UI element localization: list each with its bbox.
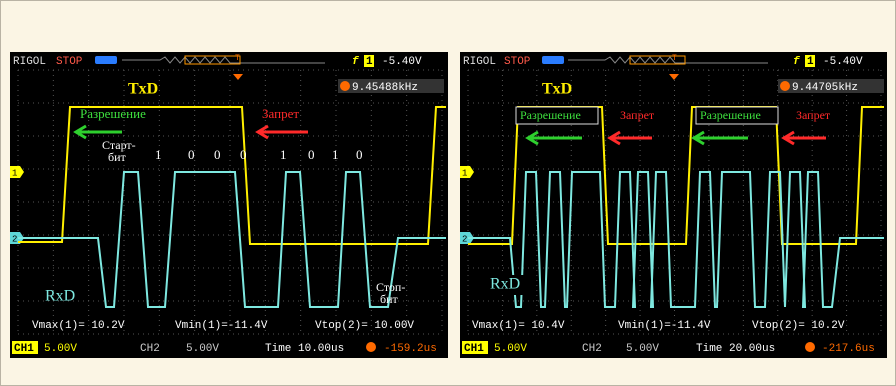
time-offset: -159.2us xyxy=(384,343,437,355)
run-state: STOP xyxy=(504,56,531,68)
enable-label: Разрешение xyxy=(700,108,761,122)
ch2-scale: 5.00V xyxy=(626,343,659,355)
trigger-level: -5.40V xyxy=(382,56,422,68)
measurement: Vmax(1)= 10.4V xyxy=(472,320,565,332)
rxd-label: RxD xyxy=(490,276,520,293)
ch1-scale: 5.00V xyxy=(44,343,77,355)
bit-label: 0 xyxy=(188,147,195,162)
scene: RIGOL STOP T f 1 -5.40V 9.45488kHz 1 2 T… xyxy=(0,0,896,386)
time-offset: -217.6us xyxy=(822,343,875,355)
screen-bg xyxy=(10,52,448,358)
rxd-label: RxD xyxy=(45,288,75,305)
offset-icon xyxy=(805,342,815,352)
ch1-marker-label: 1 xyxy=(12,168,17,178)
brand: RIGOL xyxy=(463,56,496,68)
frequency: 9.45488kHz xyxy=(352,82,418,94)
disable-label: Запрет xyxy=(796,108,831,122)
ch2-label: CH2 xyxy=(582,343,602,355)
ch2-scale: 5.00V xyxy=(186,343,219,355)
bit-label: 0 xyxy=(214,147,221,162)
page: RIGOL STOP T f 1 -5.40V 9.45488kHz 1 2 T… xyxy=(0,0,896,386)
trigger-level: -5.40V xyxy=(823,56,863,68)
disable-label: Запрет xyxy=(262,106,299,121)
frequency-icon xyxy=(780,81,790,91)
measurement: Vtop(2)= 10.2V xyxy=(752,320,845,332)
disable-label: Запрет xyxy=(620,108,655,122)
measurement: Vtop(2)= 10.00V xyxy=(315,320,414,332)
run-indicator xyxy=(542,56,564,64)
bit-label: 1 xyxy=(332,147,339,162)
offset-icon xyxy=(366,342,376,352)
run-state: STOP xyxy=(56,56,83,68)
trigger-marker: T xyxy=(672,54,677,63)
ch2-marker-label: 2 xyxy=(462,234,467,244)
ch2-label: CH2 xyxy=(140,343,160,355)
enable-label: Разрешение xyxy=(80,106,146,121)
ch1-scale: 5.00V xyxy=(494,343,527,355)
bit-label: 1 xyxy=(155,147,162,162)
timebase: Time 10.00us xyxy=(265,343,344,355)
trigger-channel: 1 xyxy=(807,56,814,68)
trigger-channel: 1 xyxy=(366,56,373,68)
measurement: Vmin(1)=-11.4V xyxy=(618,320,711,332)
txd-label: TxD xyxy=(128,81,158,98)
ch2-marker-label: 2 xyxy=(12,234,17,244)
ch1-label: CH1 xyxy=(14,343,34,355)
measurement: Vmin(1)=-11.4V xyxy=(175,320,268,332)
bit-label: 0 xyxy=(356,147,363,162)
bit-label: 0 xyxy=(240,147,247,162)
timebase: Time 20.00us xyxy=(696,343,775,355)
stop-bit-label: бит xyxy=(380,292,399,306)
trigger-marker: T xyxy=(235,54,240,63)
start-bit-label: бит xyxy=(108,150,127,164)
measurement: Vmax(1)= 10.2V xyxy=(32,320,125,332)
frequency: 9.44705kHz xyxy=(792,82,858,94)
frequency-icon xyxy=(340,81,350,91)
bit-label: 1 xyxy=(280,147,287,162)
scope-screen: RIGOL STOP T f 1 -5.40V 9.45488kHz 1 2 T… xyxy=(10,52,448,358)
enable-label: Разрешение xyxy=(520,108,581,122)
ch1-marker-label: 1 xyxy=(462,168,467,178)
brand: RIGOL xyxy=(13,56,46,68)
txd-label: TxD xyxy=(542,81,572,98)
ch1-label: CH1 xyxy=(464,343,484,355)
bit-label: 0 xyxy=(308,147,315,162)
run-indicator xyxy=(95,56,117,64)
scope-screen: RIGOL STOP T f 1 -5.40V 9.44705kHz 1 2 T… xyxy=(460,52,887,358)
